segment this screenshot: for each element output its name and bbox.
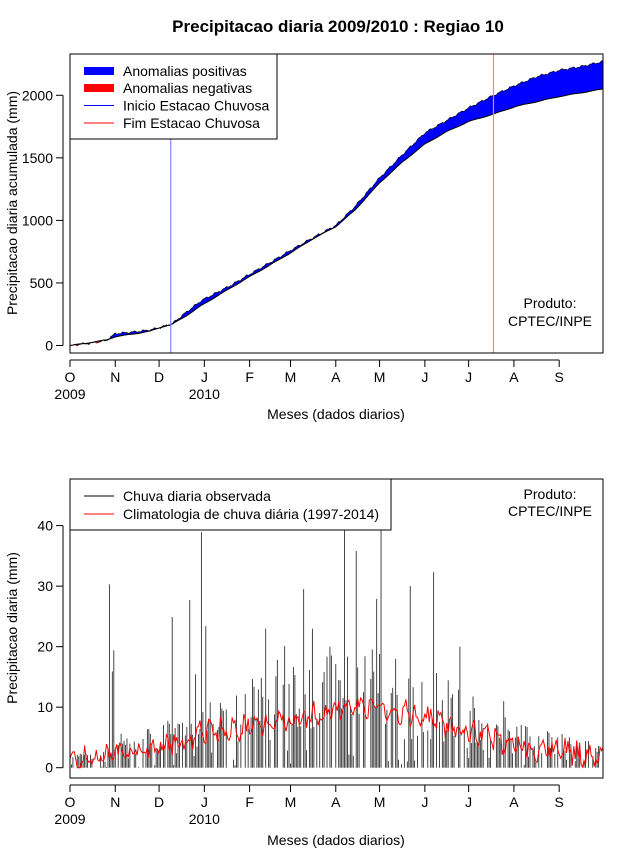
x-tick-label: D <box>154 369 164 385</box>
year-label: 2009 <box>54 811 85 827</box>
x-tick-label: S <box>555 369 564 385</box>
x-tick-label: A <box>331 794 341 810</box>
legend: Chuva diaria observada Climatologia de c… <box>69 478 392 531</box>
legend-box <box>69 478 392 531</box>
x-tick-label: D <box>154 794 164 810</box>
y-tick-label: 0 <box>45 337 53 353</box>
legend-label-end: Fim Estacao Chuvosa <box>123 115 260 131</box>
y-tick-label: 10 <box>37 699 53 715</box>
annotation-cptec: CPTEC/INPE <box>508 503 592 519</box>
y-tick-label: 1500 <box>22 150 53 166</box>
x-tick-label: M <box>285 369 297 385</box>
axes: 0 10 20 30 40 O N D J F M A M J J A S 2009 2010 <box>37 518 563 827</box>
legend-label-negative: Anomalias negativas <box>123 80 252 96</box>
axes: 0 500 1000 1500 2000 O N D J F M A M J J A S 2009 2010 <box>22 87 564 402</box>
annotation-produto: Produto: <box>524 486 577 502</box>
x-tick-label: N <box>110 794 120 810</box>
y-tick-label: 30 <box>37 578 53 594</box>
chart-title: Precipitacao diaria 2009/2010 : Regiao 1… <box>172 17 504 36</box>
daily-precip-chart: 0 10 20 30 40 O N D J F M A M J J A S 2009 2010 Meses (dad… <box>4 478 604 848</box>
x-tick-label: S <box>555 794 564 810</box>
legend-label-observed: Chuva diaria observada <box>123 488 271 504</box>
year-label: 2009 <box>54 386 85 402</box>
x-tick-label: A <box>509 369 519 385</box>
climatology-accumulated-line <box>69 88 604 346</box>
x-tick-label: A <box>331 369 341 385</box>
accumulated-precip-chart: Precipitacao diaria 2009/2010 : Regiao 1… <box>4 17 604 422</box>
x-tick-label: M <box>374 794 386 810</box>
legend-label-onset: Inicio Estacao Chuvosa <box>123 98 270 114</box>
y-tick-label: 0 <box>45 760 53 776</box>
y-tick-label: 2000 <box>22 87 53 103</box>
x-tick-label: J <box>201 794 208 810</box>
annotation-produto: Produto: <box>524 295 577 311</box>
x-tick-label: A <box>509 794 519 810</box>
y-tick-label: 40 <box>37 518 53 534</box>
x-tick-label: J <box>421 369 428 385</box>
x-tick-label: J <box>465 794 472 810</box>
y-tick-label: 500 <box>30 275 54 291</box>
year-label: 2010 <box>189 386 220 402</box>
legend: Anomalias positivas Anomalias negativas … <box>69 53 278 140</box>
legend-label-climatology: Climatologia de chuva diária (1997-2014) <box>123 506 379 522</box>
plot-frame <box>69 53 604 354</box>
x-tick-label: O <box>65 369 76 385</box>
x-tick-label: J <box>465 369 472 385</box>
y-axis-label: Precipitacao diaria (mm) <box>4 552 20 704</box>
x-tick-label: J <box>201 369 208 385</box>
annotation-cptec: CPTEC/INPE <box>508 313 592 329</box>
x-axis-label: Meses (dados diarios) <box>267 832 405 848</box>
y-tick-label: 1000 <box>22 212 53 228</box>
climatology-line <box>69 696 604 769</box>
x-axis-label: Meses (dados diarios) <box>267 406 405 422</box>
year-label: 2010 <box>189 811 220 827</box>
x-tick-label: J <box>421 794 428 810</box>
x-tick-label: N <box>110 369 120 385</box>
y-tick-label: 20 <box>37 639 53 655</box>
observed-bars <box>69 498 604 768</box>
x-tick-label: O <box>65 794 76 810</box>
x-tick-label: F <box>245 369 254 385</box>
legend-label-positive: Anomalias positivas <box>123 63 247 79</box>
x-tick-label: F <box>245 794 254 810</box>
x-tick-label: M <box>374 369 386 385</box>
x-tick-label: M <box>285 794 297 810</box>
y-axis-label: Precipitacao diaria acumulada (mm) <box>4 91 20 315</box>
